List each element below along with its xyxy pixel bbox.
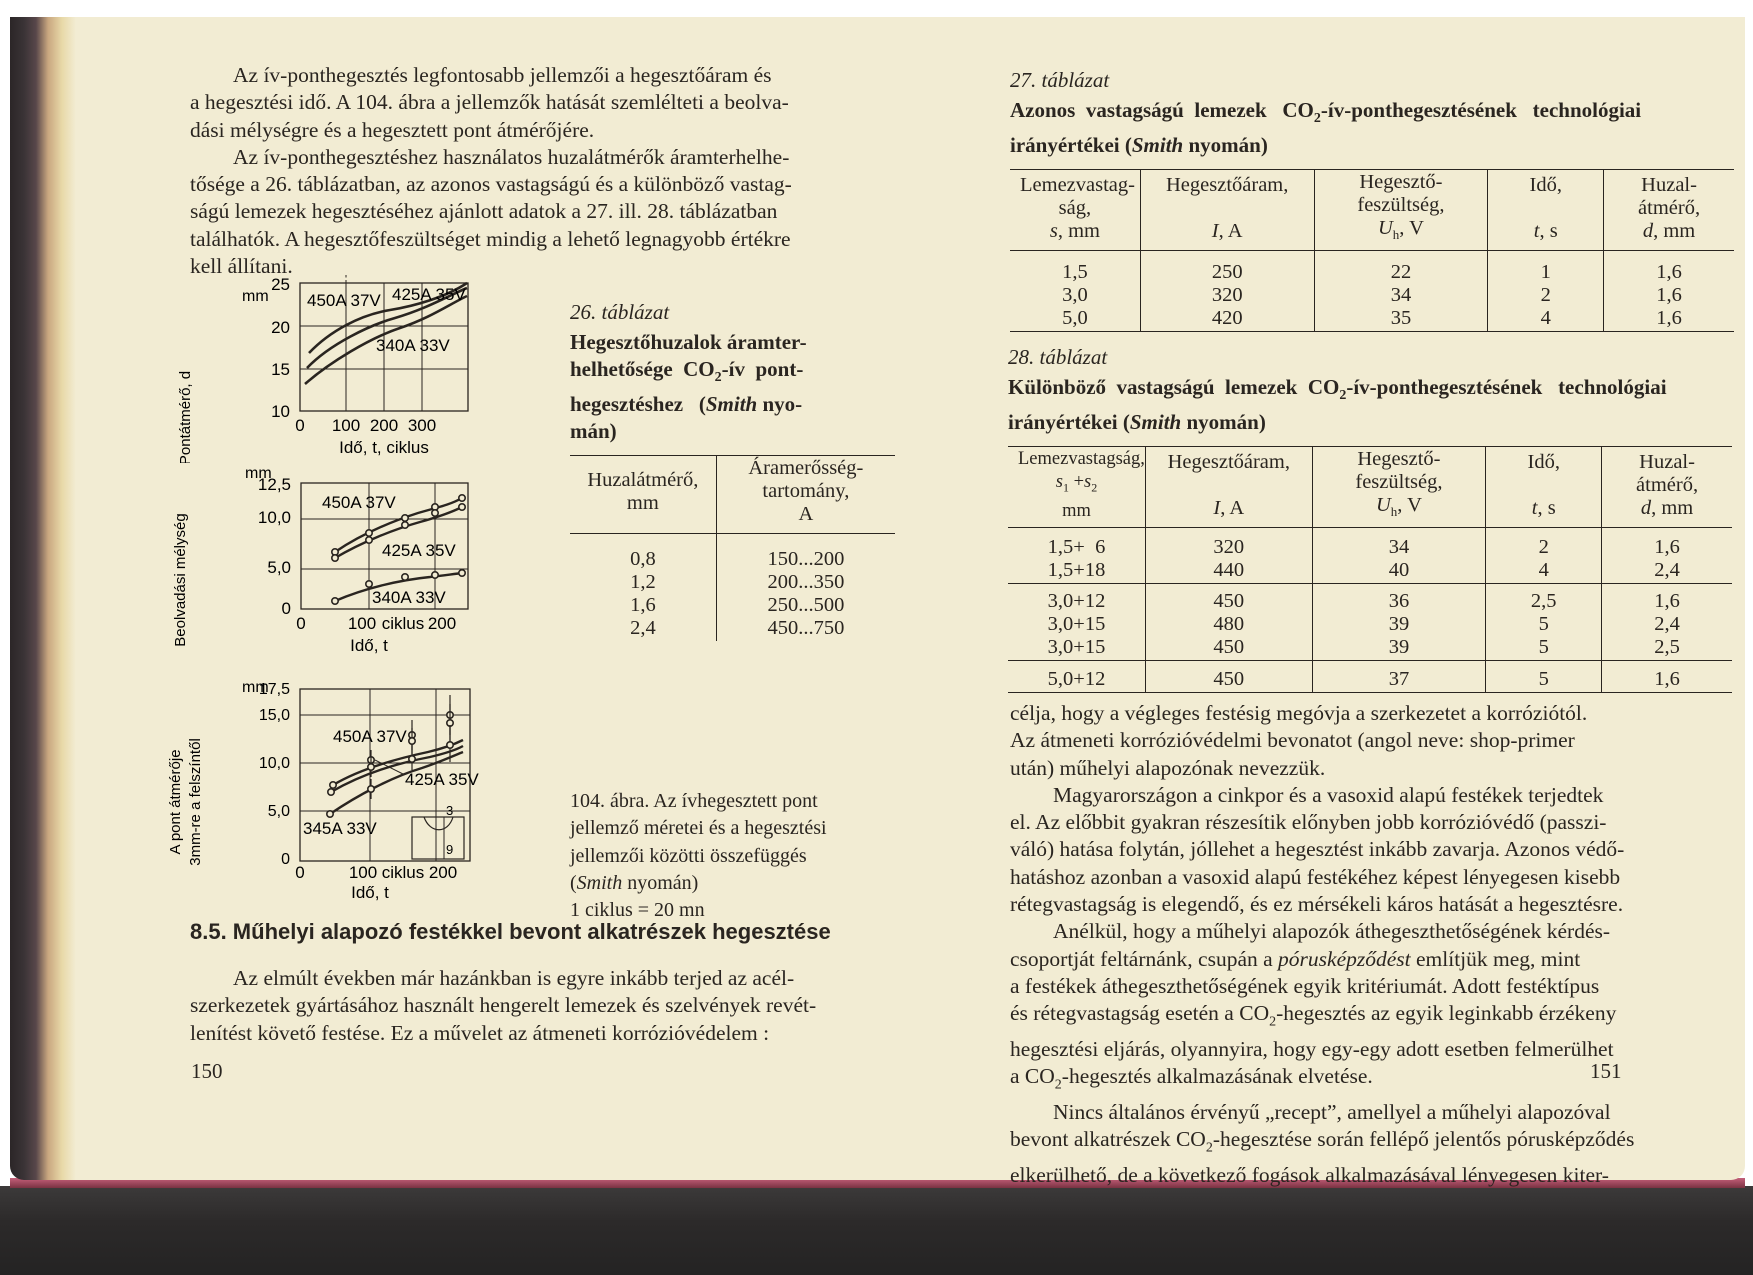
- svg-text:3: 3: [446, 803, 453, 818]
- svg-text:ciklus: ciklus: [382, 863, 425, 882]
- svg-text:mm: mm: [242, 288, 269, 305]
- svg-text:450A 37V: 450A 37V: [307, 291, 381, 310]
- svg-text:450A 37V: 450A 37V: [333, 727, 407, 746]
- svg-text:0: 0: [295, 863, 304, 882]
- svg-text:100: 100: [332, 416, 360, 435]
- svg-text:425A 35V: 425A 35V: [405, 770, 479, 789]
- svg-text:340A 33V: 340A 33V: [372, 588, 446, 607]
- svg-text:3mm-re a felszíntől: 3mm-re a felszíntől: [187, 738, 204, 866]
- svg-text:200: 200: [370, 416, 398, 435]
- svg-text:Pontátmérő, d: Pontátmérő, d: [177, 371, 194, 463]
- svg-text:300: 300: [408, 416, 436, 435]
- svg-text:0: 0: [282, 599, 291, 618]
- svg-text:Beolvadási mélység: Beolvadási mélység: [172, 513, 189, 646]
- svg-text:12,5: 12,5: [258, 475, 291, 494]
- svg-text:100: 100: [348, 614, 376, 633]
- svg-text:10: 10: [271, 402, 290, 421]
- svg-text:ciklus: ciklus: [382, 614, 425, 633]
- svg-text:17,5: 17,5: [259, 681, 290, 698]
- svg-text:5,0: 5,0: [267, 558, 291, 577]
- svg-text:200: 200: [429, 863, 457, 882]
- svg-text:0: 0: [281, 851, 290, 868]
- svg-text:15: 15: [271, 360, 290, 379]
- svg-text:Idő, t: Idő, t: [351, 883, 389, 902]
- svg-text:Idő, t, ciklus: Idő, t, ciklus: [339, 438, 429, 457]
- svg-text:340A 33V: 340A 33V: [376, 336, 450, 355]
- svg-text:25: 25: [271, 275, 290, 294]
- svg-text:Idő, t: Idő, t: [350, 636, 388, 655]
- svg-text:100: 100: [349, 863, 377, 882]
- svg-text:450A 37V: 450A 37V: [322, 493, 396, 512]
- svg-text:10,0: 10,0: [258, 508, 291, 527]
- svg-text:20: 20: [271, 318, 290, 337]
- svg-text:0: 0: [296, 614, 305, 633]
- svg-text:A pont átmérője: A pont átmérője: [167, 749, 184, 854]
- svg-text:345A 33V: 345A 33V: [303, 819, 377, 838]
- svg-text:0: 0: [295, 416, 304, 435]
- svg-text:10,0: 10,0: [259, 755, 290, 772]
- svg-text:200: 200: [428, 614, 456, 633]
- svg-text:15,0: 15,0: [259, 707, 290, 724]
- svg-text:425A 35V: 425A 35V: [382, 541, 456, 560]
- svg-text:425A 35V: 425A 35V: [392, 285, 466, 304]
- svg-text:9: 9: [446, 842, 453, 857]
- svg-text:5,0: 5,0: [268, 803, 290, 820]
